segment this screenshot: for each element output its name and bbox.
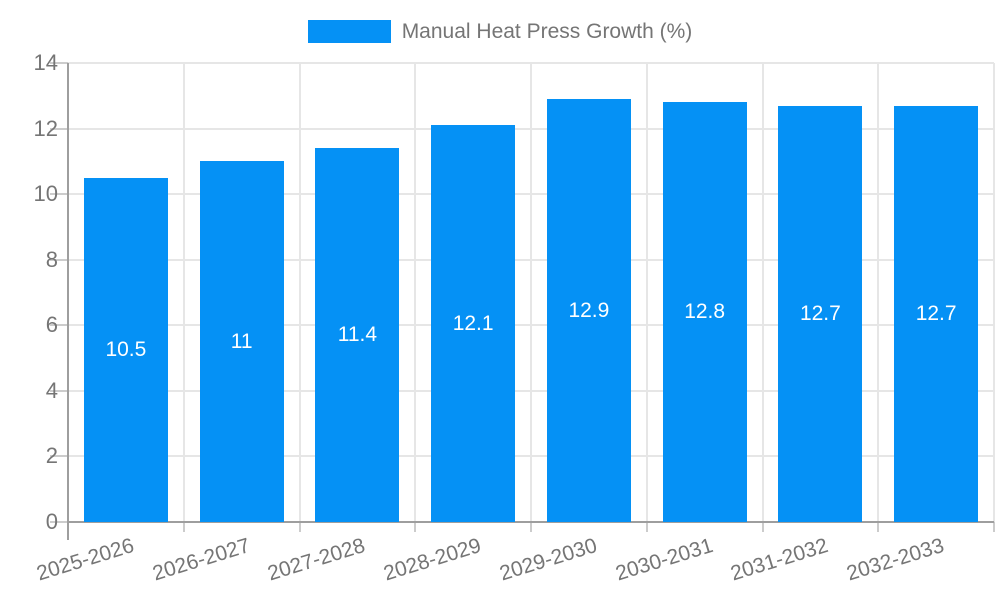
x-gridline [645,63,648,522]
bar[interactable]: 10.5 [83,177,168,522]
legend[interactable]: Manual Heat Press Growth (%) [0,20,1000,43]
x-tick-mark [993,522,995,532]
bar[interactable]: 11 [199,161,284,522]
y-tick-mark [50,258,68,261]
x-tick-mark [645,522,648,532]
bar[interactable]: 12.7 [778,105,863,522]
y-axis-tick-label: 4 [45,377,58,403]
x-gridline [877,63,880,522]
x-gridline [182,63,185,522]
x-tick-mark [530,522,532,532]
bar[interactable]: 12.1 [431,125,516,522]
y-axis-tick-label: 14 [33,50,58,75]
x-tick-mark [414,522,417,532]
x-axis-label: 2029-2030 [496,534,600,586]
bar-value-label: 12.1 [452,311,494,335]
bar-value-label: 12.9 [568,298,610,322]
legend-swatch[interactable] [307,20,391,43]
y-tick-mark [50,62,68,64]
bar-value-label: 10.5 [105,337,147,361]
x-gridline [761,63,764,522]
x-tick-mark [298,522,301,532]
x-tick-mark [761,522,764,532]
y-tick-mark [50,127,68,130]
y-axis-tick-label: 0 [45,509,58,534]
y-axis-tick-label: 10 [33,181,58,207]
x-tick-mark [182,522,185,532]
bar[interactable]: 12.9 [546,99,631,522]
x-tick-mark [877,522,880,532]
x-axis-label: 2031-2032 [728,534,832,586]
x-axis-label: 2027-2028 [265,534,369,586]
y-axis-line [67,63,69,540]
y-tick-mark [50,324,68,327]
bar-value-label: 12.7 [915,301,957,325]
bar[interactable]: 12.8 [662,102,747,522]
x-axis-label: 2026-2027 [149,534,253,586]
bar-value-label: 11 [230,329,253,353]
y-axis-tick-label: 12 [33,115,58,141]
x-axis-line [68,521,994,523]
y-tick-mark [50,521,68,523]
legend-label: Manual Heat Press Growth (%) [401,20,693,43]
y-axis-tick-label: 8 [45,246,58,272]
x-gridline [298,63,301,522]
y-tick-mark [50,193,68,196]
y-tick-mark [50,455,68,458]
y-axis-tick-label: 2 [45,443,58,469]
y-tick-mark [50,389,68,392]
x-axis-label: 2032-2033 [844,534,947,586]
bar-value-label: 11.4 [337,323,378,347]
x-gridline [993,63,995,522]
bar-value-label: 12.8 [684,300,726,324]
bar[interactable]: 12.7 [894,105,979,522]
x-gridline [414,63,417,522]
x-axis-label: 2025-2026 [33,534,137,586]
bar[interactable]: 11.4 [315,148,400,522]
x-axis-label: 2028-2029 [381,534,484,586]
x-gridline [530,63,532,522]
y-axis-tick-label: 6 [45,312,58,338]
bar-value-label: 12.7 [799,301,841,325]
x-axis-label: 2030-2031 [612,534,716,586]
